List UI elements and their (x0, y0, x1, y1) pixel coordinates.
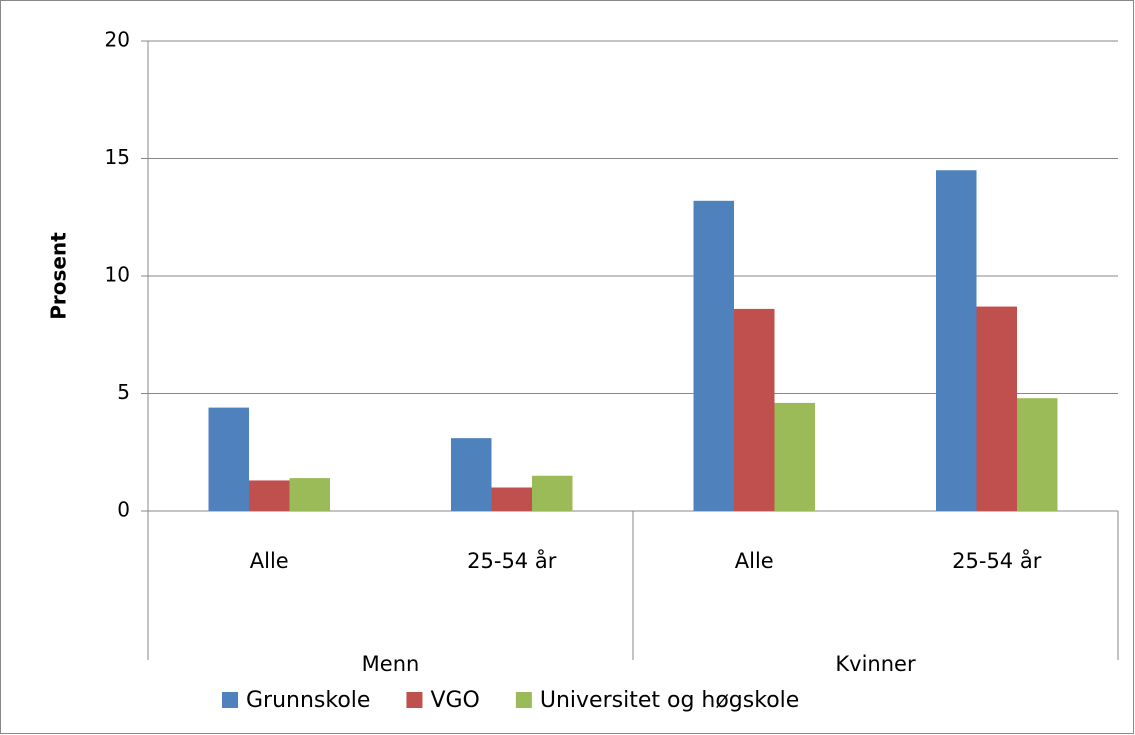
bar (289, 478, 330, 511)
x-tick-label: 25-54 år (952, 548, 1042, 573)
bar (208, 407, 249, 511)
x-tick-label: Alle (250, 549, 289, 573)
bar (693, 200, 734, 512)
bar (774, 402, 815, 511)
group-label: Kvinner (835, 652, 916, 676)
y-tick-label: 5 (117, 380, 130, 404)
legend-swatch (222, 692, 238, 708)
legend-label: Grunnskole (246, 688, 370, 713)
bar (249, 480, 290, 511)
x-tick-label: Alle (735, 549, 774, 573)
legend-label: Universitet og høgskole (540, 688, 799, 713)
x-tick-label: 25-54 år (467, 548, 557, 573)
bar (734, 308, 775, 511)
y-tick-label: 20 (105, 28, 130, 52)
bar (976, 306, 1017, 511)
bar (532, 475, 573, 511)
bar (451, 438, 492, 511)
bar (1017, 398, 1058, 511)
y-tick-label: 10 (105, 263, 130, 287)
bar (936, 170, 977, 511)
y-tick-label: 0 (117, 498, 130, 522)
legend-swatch (515, 692, 532, 708)
bar (491, 487, 532, 511)
y-tick-label: 15 (105, 145, 130, 169)
group-label: Menn (362, 652, 420, 676)
legend-swatch (406, 692, 423, 708)
y-axis-label: Prosent (47, 232, 71, 320)
legend-label: VGO (430, 688, 479, 713)
